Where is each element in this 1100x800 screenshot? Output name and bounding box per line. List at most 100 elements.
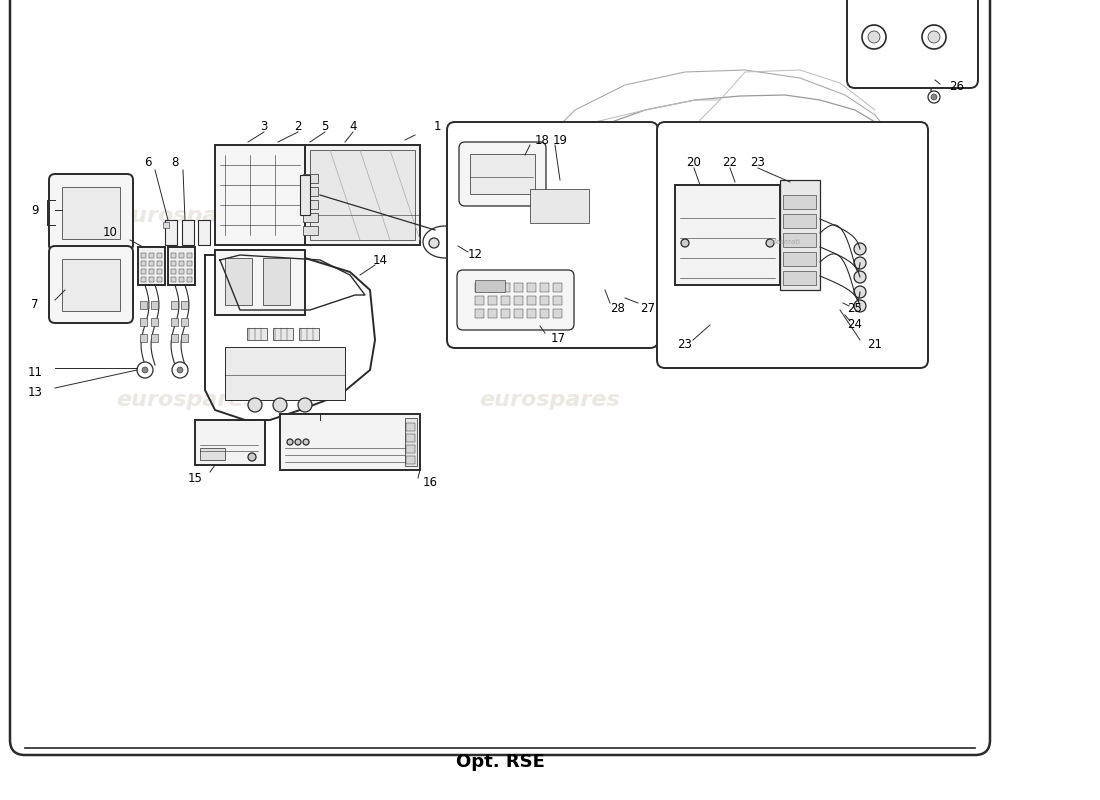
Bar bbox=[182, 301, 188, 309]
Text: 25: 25 bbox=[848, 302, 862, 314]
Bar bbox=[514, 283, 522, 292]
Text: 18: 18 bbox=[535, 134, 549, 146]
Bar bbox=[530, 189, 588, 223]
Circle shape bbox=[248, 453, 256, 461]
Circle shape bbox=[854, 300, 866, 312]
Bar bbox=[780, 180, 820, 290]
FancyBboxPatch shape bbox=[50, 174, 133, 251]
Bar bbox=[151, 301, 158, 309]
Bar bbox=[200, 448, 225, 460]
Bar bbox=[179, 261, 184, 266]
Bar bbox=[198, 220, 210, 245]
Text: 12: 12 bbox=[468, 249, 483, 262]
Bar bbox=[540, 309, 549, 318]
Text: eurospares: eurospares bbox=[117, 390, 257, 410]
Bar bbox=[182, 318, 188, 326]
Bar bbox=[470, 154, 535, 194]
Text: 10: 10 bbox=[102, 226, 118, 238]
Bar bbox=[195, 420, 265, 465]
FancyBboxPatch shape bbox=[657, 122, 928, 368]
Bar bbox=[138, 247, 165, 285]
Text: 14: 14 bbox=[373, 254, 387, 266]
Bar bbox=[553, 309, 562, 318]
Circle shape bbox=[172, 362, 188, 378]
FancyBboxPatch shape bbox=[10, 0, 990, 755]
FancyBboxPatch shape bbox=[50, 246, 133, 323]
Bar bbox=[170, 334, 178, 342]
Text: 24: 24 bbox=[847, 318, 862, 331]
Bar bbox=[300, 175, 310, 215]
Bar bbox=[540, 296, 549, 305]
Bar bbox=[305, 145, 420, 245]
Bar bbox=[280, 414, 420, 470]
Bar bbox=[214, 145, 305, 245]
Bar bbox=[141, 269, 146, 274]
Circle shape bbox=[681, 239, 689, 247]
Circle shape bbox=[928, 31, 940, 43]
Bar bbox=[500, 309, 510, 318]
Bar bbox=[151, 334, 158, 342]
Bar bbox=[187, 253, 192, 258]
Bar bbox=[170, 261, 176, 266]
Circle shape bbox=[854, 286, 866, 298]
Bar bbox=[406, 445, 415, 453]
Bar bbox=[187, 277, 192, 282]
Circle shape bbox=[868, 31, 880, 43]
Text: 26: 26 bbox=[949, 79, 965, 93]
Bar bbox=[488, 283, 497, 292]
Bar bbox=[226, 347, 345, 400]
Bar bbox=[248, 328, 267, 340]
Text: 13: 13 bbox=[28, 386, 43, 398]
Text: Maserati: Maserati bbox=[770, 239, 800, 245]
Bar bbox=[527, 309, 536, 318]
Bar bbox=[553, 283, 562, 292]
Bar bbox=[226, 258, 252, 305]
Bar bbox=[179, 277, 184, 282]
Text: 23: 23 bbox=[750, 155, 766, 169]
Bar bbox=[273, 328, 293, 340]
Circle shape bbox=[931, 94, 937, 100]
Bar bbox=[179, 269, 184, 274]
Text: 7: 7 bbox=[31, 298, 38, 311]
Circle shape bbox=[802, 239, 838, 275]
Bar bbox=[302, 213, 318, 222]
Text: 3: 3 bbox=[261, 121, 267, 134]
Bar bbox=[299, 328, 319, 340]
Bar bbox=[406, 456, 415, 464]
Text: 22: 22 bbox=[723, 155, 737, 169]
Bar bbox=[488, 309, 497, 318]
Bar bbox=[475, 309, 484, 318]
Bar bbox=[514, 309, 522, 318]
Circle shape bbox=[177, 367, 183, 373]
FancyBboxPatch shape bbox=[847, 0, 978, 88]
Bar bbox=[500, 283, 510, 292]
Text: eurospares: eurospares bbox=[480, 390, 620, 410]
Text: eurospares: eurospares bbox=[117, 206, 257, 226]
Bar bbox=[263, 258, 290, 305]
Bar bbox=[475, 296, 484, 305]
Bar bbox=[141, 261, 146, 266]
Bar bbox=[406, 423, 415, 431]
Bar bbox=[500, 296, 510, 305]
Bar bbox=[179, 253, 184, 258]
Circle shape bbox=[142, 367, 148, 373]
Circle shape bbox=[298, 398, 312, 412]
Bar bbox=[157, 269, 162, 274]
Circle shape bbox=[273, 398, 287, 412]
Bar bbox=[302, 187, 318, 196]
Bar bbox=[553, 296, 562, 305]
Text: 21: 21 bbox=[868, 338, 882, 351]
Text: 2: 2 bbox=[295, 121, 301, 134]
Text: 1: 1 bbox=[433, 121, 441, 134]
Bar bbox=[148, 269, 154, 274]
Bar bbox=[310, 150, 415, 240]
Text: 5: 5 bbox=[321, 121, 329, 134]
Circle shape bbox=[854, 271, 866, 283]
Bar bbox=[214, 250, 305, 315]
FancyBboxPatch shape bbox=[459, 142, 546, 206]
Bar bbox=[170, 277, 176, 282]
Bar bbox=[170, 253, 176, 258]
Circle shape bbox=[766, 239, 774, 247]
Bar bbox=[148, 261, 154, 266]
Bar bbox=[157, 261, 162, 266]
